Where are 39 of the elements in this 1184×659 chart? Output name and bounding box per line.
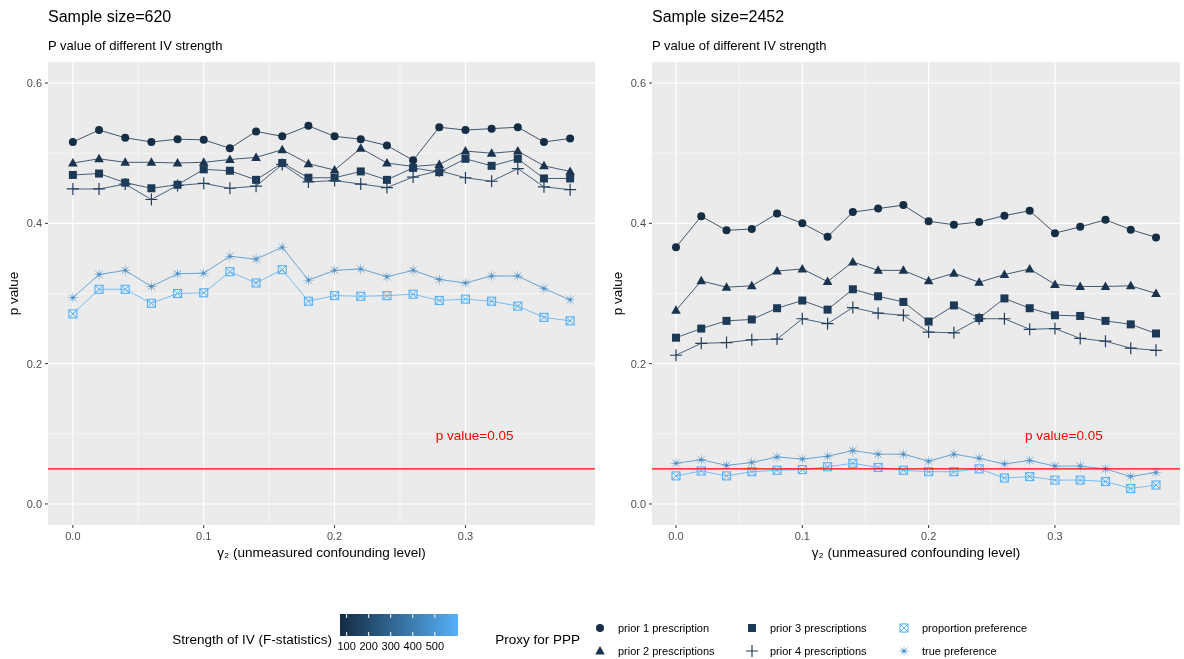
color-bar-label: 500	[425, 640, 445, 652]
y-tick-label: 0.6	[26, 77, 42, 90]
chart-subtitle: P value of different IV strength	[652, 38, 827, 53]
chart-title: Sample size=2452	[652, 8, 785, 25]
chart-title: Sample size=620	[48, 8, 172, 25]
x-tick-label: 0.3	[457, 530, 474, 542]
x-tick-label: 0.3	[1047, 530, 1063, 542]
legend-label: true preference	[922, 645, 997, 657]
ref-line-label: p value=0.05	[1024, 427, 1103, 443]
x-tick-label: 0.1	[196, 530, 212, 542]
legend-label: prior 1 prescription	[618, 622, 710, 634]
y-tick-label: 0.2	[26, 357, 42, 370]
color-bar-title: Strength of IV (F-statistics)	[172, 632, 332, 647]
color-bar-label: 400	[403, 640, 422, 652]
y-tick-label: 0.6	[630, 77, 646, 90]
color-bar-label: 100	[337, 640, 356, 652]
x-axis-title: γ₂ (unmeasured confounding level)	[811, 545, 1021, 560]
x-axis-title: γ₂ (unmeasured confounding level)	[217, 545, 426, 560]
x-tick-label: 0.0	[65, 530, 81, 542]
y-tick-label: 0.2	[630, 357, 646, 370]
chart-subtitle: P value of different IV strength	[48, 38, 223, 53]
legend-title: Proxy for PPP	[495, 632, 580, 647]
y-axis-title: p value	[6, 271, 21, 316]
legend-label: prior 2 prescriptions	[618, 645, 716, 657]
x-tick-label: 0.2	[326, 530, 343, 542]
color-bar-label: 200	[359, 640, 378, 652]
color-bar-label: 300	[381, 640, 400, 652]
y-tick-label: 0.4	[26, 217, 42, 230]
y-tick-label: 0.0	[630, 497, 646, 510]
x-tick-label: 0.2	[920, 530, 937, 542]
ref-line-label: p value=0.05	[435, 427, 514, 443]
x-tick-label: 0.1	[794, 530, 810, 542]
y-axis-title: p value	[610, 271, 625, 316]
x-tick-label: 0.0	[668, 530, 684, 542]
legend-label: proportion preference	[922, 622, 1028, 634]
legend-label: prior 3 prescriptions	[770, 622, 868, 634]
y-tick-label: 0.0	[26, 497, 42, 510]
y-tick-label: 0.4	[630, 217, 646, 230]
legend-label: prior 4 prescriptions	[770, 645, 868, 657]
